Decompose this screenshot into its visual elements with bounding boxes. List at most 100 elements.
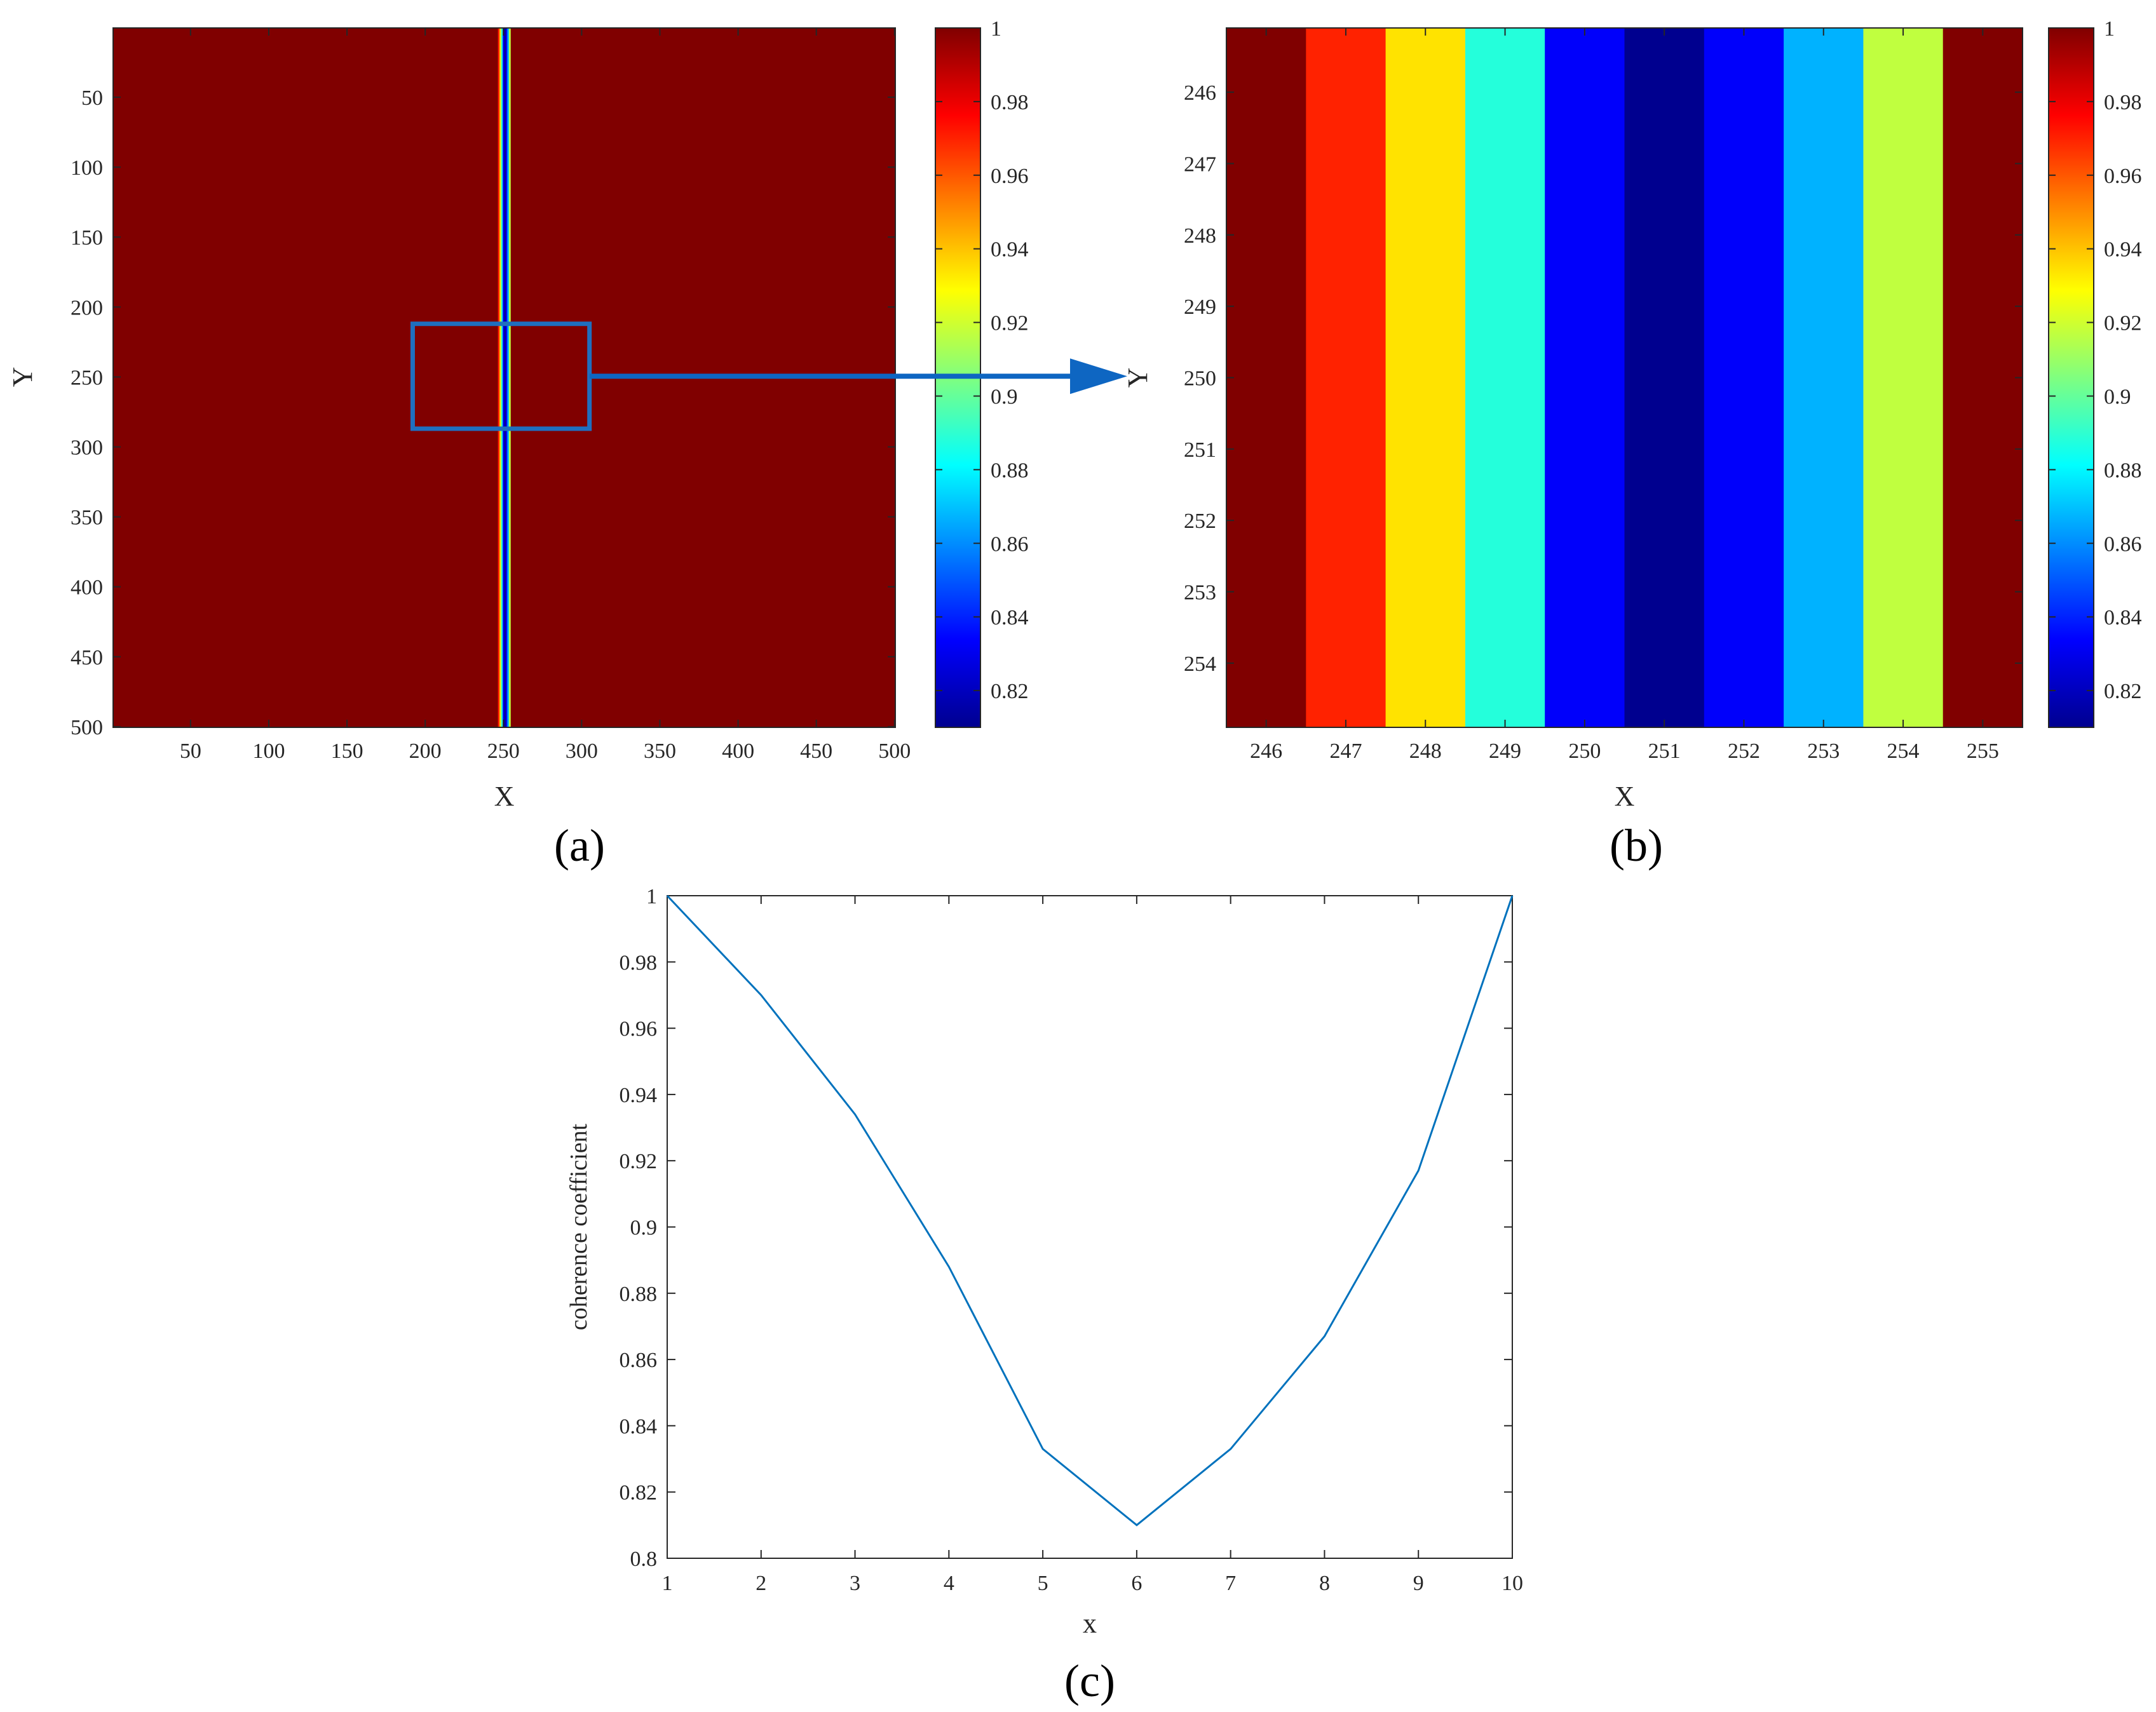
panel-c-ytick-label: 0.86 bbox=[620, 1349, 658, 1372]
panel-b-column bbox=[1226, 28, 1306, 727]
panel-c-ytick-label: 0.88 bbox=[620, 1283, 658, 1306]
panel-a-colorbar: 0.82 0.84 0.86 0.88 0.9 0.92 0.94 0.96 0.98 1 bbox=[935, 17, 1029, 728]
panel-c-ytick-label: 0.84 bbox=[620, 1415, 658, 1438]
panel-b-ytick-label: 249 bbox=[1184, 295, 1216, 319]
panel-c-ytick-label: 1 bbox=[646, 885, 657, 908]
panel-b-colorbar-frame bbox=[2048, 27, 2094, 728]
panel-b-ytick-label: 252 bbox=[1184, 509, 1216, 533]
panel-c-ytick-label: 0.92 bbox=[620, 1150, 658, 1173]
panel-a-ticks: 50 100 150 200 250 300 350 400 450 500 50 100 150 200… bbox=[71, 28, 911, 763]
panel-b-column bbox=[1465, 28, 1545, 727]
panel-b-column bbox=[1385, 28, 1466, 727]
panel-c-xlabel: x bbox=[1083, 1608, 1097, 1639]
panel-c-ytick-label: 0.8 bbox=[630, 1547, 658, 1571]
panel-a-xtick-label: 450 bbox=[800, 739, 832, 763]
panel-c-ytick-label: 0.98 bbox=[620, 951, 658, 974]
panel-b-xtick-label: 252 bbox=[1728, 739, 1760, 763]
panel-b-colorbar-tick-label: 0.82 bbox=[2104, 680, 2142, 703]
panel-a-column bbox=[503, 28, 505, 727]
panel-b-ytick-label: 246 bbox=[1184, 81, 1216, 105]
panel-b-xtick-label: 249 bbox=[1489, 739, 1521, 763]
panel-b-ytick-label: 253 bbox=[1184, 581, 1216, 605]
panel-c-ylabel: coherence coefficient bbox=[566, 1123, 592, 1330]
panel-c-ytick-label: 0.94 bbox=[620, 1084, 658, 1107]
panel-a-colorbar-tick-label: 0.96 bbox=[991, 165, 1029, 188]
panel-b-colorbar-tick-label: 0.9 bbox=[2104, 385, 2131, 408]
panel-b-ytick-label: 251 bbox=[1184, 438, 1216, 462]
panel-b-xtick-label: 253 bbox=[1807, 739, 1840, 763]
panel-b-column bbox=[1545, 28, 1625, 727]
panel-a-ytick-label: 250 bbox=[71, 366, 103, 389]
panel-a-column bbox=[498, 28, 500, 727]
panel-b-ytick-label: 254 bbox=[1184, 652, 1216, 676]
panel-b-xtick-label: 251 bbox=[1648, 739, 1681, 763]
panel-c-xtick-label: 7 bbox=[1225, 1572, 1236, 1595]
panel-a-ytick-label: 150 bbox=[71, 226, 103, 250]
panel-a-colorbar-tick-label: 0.94 bbox=[991, 238, 1029, 262]
panel-c-xtick-label: 5 bbox=[1038, 1572, 1048, 1595]
panel-a-column bbox=[504, 28, 506, 727]
panel-b-xlabel: X bbox=[1615, 781, 1635, 812]
panel-a-colorbar-tick-label: 0.88 bbox=[991, 459, 1029, 482]
panel-b-column bbox=[1863, 28, 1944, 727]
panel-a-colorbar-tick-label: 0.9 bbox=[991, 385, 1018, 408]
panel-c-line-chart: 1 2 3 4 5 6 7 8 9 10 0.8 0.82 0.84 0.86 0.88 0.9 0.92 0.9… bbox=[566, 885, 1523, 1706]
panel-a-ylabel: Y bbox=[7, 367, 38, 388]
panel-a-ytick-label: 300 bbox=[71, 436, 103, 459]
panel-a-ytick-label: 100 bbox=[71, 156, 103, 180]
panel-a-column bbox=[507, 28, 510, 727]
panel-b-xtick-label: 255 bbox=[1967, 739, 1999, 763]
panel-a-ytick-label: 450 bbox=[71, 646, 103, 670]
panel-b-xtick-label: 247 bbox=[1329, 739, 1362, 763]
panel-a-xtick-label: 50 bbox=[180, 739, 201, 763]
panel-a-colorbar-tick-label: 1 bbox=[991, 17, 1001, 41]
panel-a-colorbar-tick-label: 0.82 bbox=[991, 680, 1029, 703]
panel-a-label: (a) bbox=[554, 820, 605, 871]
panel-a-heatmap: 50 100 150 200 250 300 350 400 450 500 50 100 150 200… bbox=[7, 17, 1029, 871]
panel-a-xlabel: X bbox=[494, 781, 515, 812]
panel-c-xtick-label: 8 bbox=[1319, 1572, 1330, 1595]
panel-b-ylabel: Y bbox=[1122, 368, 1153, 388]
panel-a-ytick-label: 200 bbox=[71, 296, 103, 320]
panel-b-colorbar-tick-label: 0.92 bbox=[2104, 312, 2142, 335]
panel-a-xtick-label: 150 bbox=[331, 739, 363, 763]
panel-c-xtick-label: 2 bbox=[756, 1572, 766, 1595]
zoom-arrow-head bbox=[1070, 358, 1127, 394]
panel-b-column bbox=[1624, 28, 1705, 727]
panel-b-xtick-label: 246 bbox=[1250, 739, 1282, 763]
coherence-line bbox=[666, 894, 1514, 1527]
panel-c-xtick-label: 1 bbox=[662, 1572, 673, 1595]
panel-c-xtick-label: 4 bbox=[944, 1572, 954, 1595]
panel-b-column bbox=[1704, 28, 1784, 727]
panel-a-xtick-label: 400 bbox=[722, 739, 754, 763]
panel-a-xtick-label: 500 bbox=[878, 739, 911, 763]
panel-c-ytick-label: 0.96 bbox=[620, 1018, 658, 1041]
panel-c-xtick-label: 6 bbox=[1131, 1572, 1142, 1595]
panel-a-column bbox=[505, 28, 508, 727]
panel-a-xtick-label: 250 bbox=[487, 739, 520, 763]
panel-b-ticks: 246 247 248 249 250 251 252 253 254 255 246 247 248 2… bbox=[1184, 28, 2023, 763]
panel-b-cells bbox=[1226, 28, 2023, 727]
panel-a-ytick-label: 500 bbox=[71, 716, 103, 739]
zoom-arrow bbox=[589, 358, 1127, 394]
panel-c-ytick-label: 0.82 bbox=[620, 1481, 658, 1505]
panel-b-ytick-label: 248 bbox=[1184, 224, 1216, 248]
panel-a-colorbar-tick-label: 0.86 bbox=[991, 532, 1029, 556]
panel-a-colorbar-tick-label: 0.98 bbox=[991, 91, 1029, 114]
panel-a-column bbox=[501, 28, 503, 727]
panel-b-colorbar-tick-label: 0.88 bbox=[2104, 459, 2142, 482]
panel-b-colorbar-tick-label: 0.86 bbox=[2104, 532, 2142, 556]
panel-b-label: (b) bbox=[1610, 820, 1663, 871]
panel-c-ytick-label: 0.9 bbox=[630, 1217, 658, 1240]
panel-a-ytick-label: 350 bbox=[71, 506, 103, 530]
panel-b-ytick-label: 250 bbox=[1184, 367, 1216, 391]
panel-b-colorbar-gradient bbox=[2049, 28, 2094, 727]
panel-a-ytick-label: 400 bbox=[71, 576, 103, 600]
panel-b-colorbar-tick-label: 0.96 bbox=[2104, 165, 2142, 188]
panel-b-xtick-label: 254 bbox=[1887, 739, 1920, 763]
panel-b-heatmap: 246 247 248 249 250 251 252 253 254 255 246 247 248 2… bbox=[1122, 17, 2142, 871]
panel-b-xtick-label: 250 bbox=[1568, 739, 1601, 763]
panel-c-xtick-label: 3 bbox=[850, 1572, 860, 1595]
panel-b-xtick-label: 248 bbox=[1409, 739, 1442, 763]
panel-a-column bbox=[499, 28, 501, 727]
